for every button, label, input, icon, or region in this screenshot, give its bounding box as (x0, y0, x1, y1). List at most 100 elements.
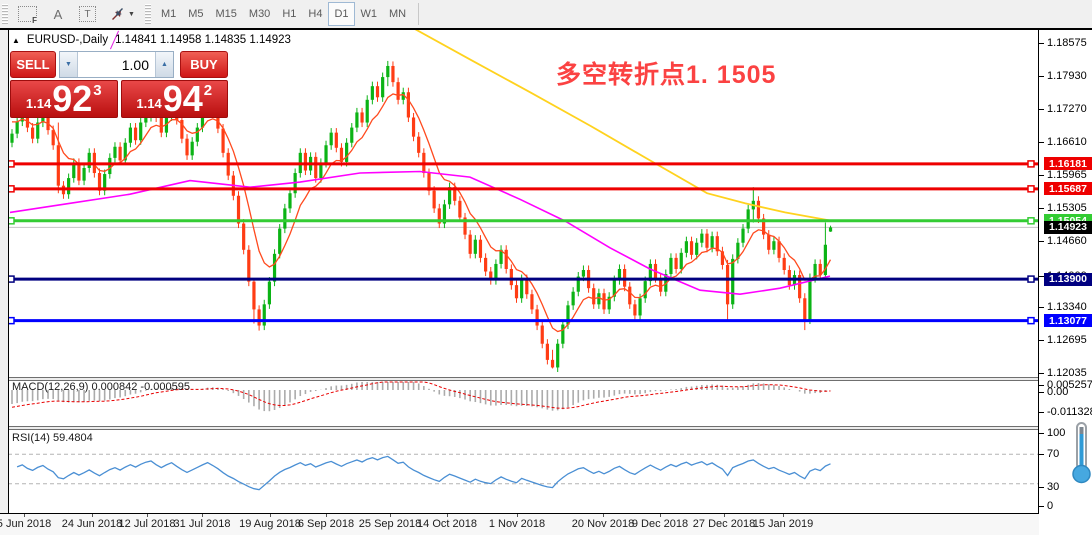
toolbar-grip[interactable] (144, 4, 151, 24)
date-tick (724, 514, 725, 517)
date-tick (24, 514, 25, 517)
volume-decrease-button[interactable]: ▼ (60, 52, 78, 77)
timeframe-button-h1[interactable]: H1 (276, 2, 302, 26)
text-label-tool-button[interactable]: A (45, 2, 71, 26)
chart-annotation-text: 多空转折点1. 1505 (556, 61, 777, 89)
level-price-badge: 1.13077 (1044, 314, 1092, 328)
buy-price-big-digits: 94 (162, 78, 203, 119)
axis-tick (1039, 340, 1044, 341)
axis-tick (1039, 109, 1044, 110)
line-anchor[interactable] (1027, 275, 1035, 283)
axis-tick (1039, 241, 1044, 242)
ma-mid-line (9, 170, 831, 296)
rsi-axis-label: 30 (1047, 481, 1060, 493)
toolbar: F A T ▼ M1 M5 M15 M30 H1 H4 D1 W1 MN (0, 0, 1092, 28)
timeframe-button-m30[interactable]: M30 (243, 2, 276, 26)
chart-grid-f-button[interactable]: F (12, 2, 43, 26)
buy-price-quote[interactable]: 1.14 94 2 (120, 78, 228, 119)
line-anchor[interactable] (1027, 185, 1035, 193)
triangle-marker-icon: ▲ (12, 35, 20, 45)
macd-pane[interactable] (8, 381, 1038, 426)
chart-window-bottom-border (0, 513, 1092, 514)
price-chart-pane[interactable] (8, 29, 1038, 377)
axis-tick (1039, 385, 1044, 386)
letter-t-icon: T (79, 6, 96, 22)
date-tick (270, 514, 271, 517)
buy-price-pip-digit: 2 (203, 82, 213, 99)
date-tick (783, 514, 784, 517)
line-anchor[interactable] (1027, 217, 1035, 225)
timeframe-button-mn[interactable]: MN (383, 2, 412, 26)
thermometer-icon[interactable] (1070, 421, 1092, 490)
buy-price-prefix: 1.14 (136, 96, 162, 111)
date-tick (517, 514, 518, 517)
axis-tick (1039, 43, 1044, 44)
axis-tick (1039, 433, 1044, 434)
buy-button[interactable]: BUY (180, 51, 228, 78)
date-label: 20 Nov 2018 (571, 518, 635, 530)
sell-price-prefix: 1.14 (25, 96, 52, 111)
timeframe-button-m15[interactable]: M15 (210, 2, 243, 26)
line-anchor[interactable] (1027, 316, 1035, 325)
date-label: 6 Sep 2018 (297, 518, 355, 530)
date-tick (147, 514, 148, 517)
axis-tick (1039, 76, 1044, 77)
date-tick (390, 514, 391, 517)
level-price-badge: 1.13900 (1044, 272, 1092, 286)
date-tick (603, 514, 604, 517)
text-box-tool-button[interactable]: T (73, 2, 102, 26)
rsi-line (16, 455, 831, 491)
date-tick (92, 514, 93, 517)
timeframe-button-h4[interactable]: H4 (302, 2, 328, 26)
price-tick-label: 1.18575 (1047, 37, 1087, 49)
date-label: 9 Dec 2018 (631, 518, 689, 530)
volume-increase-button[interactable]: ▲ (155, 52, 173, 77)
arrow-tool-button[interactable]: ▼ (104, 2, 141, 26)
ma-slow-line (414, 29, 831, 222)
price-tick-label: 1.15305 (1047, 202, 1087, 214)
date-tick (447, 514, 448, 517)
date-label: 31 Jul 2018 (173, 518, 231, 530)
axis-tick (1039, 506, 1044, 507)
date-tick (202, 514, 203, 517)
axis-tick (1039, 392, 1044, 393)
dotted-grid-icon: F (18, 6, 37, 25)
rsi-pane[interactable] (8, 430, 1038, 513)
toolbar-grip[interactable] (2, 4, 8, 24)
axis-tick (1039, 307, 1044, 308)
sell-price-quote[interactable]: 1.14 92 3 (10, 80, 118, 118)
price-tick-label: 1.12695 (1047, 334, 1087, 346)
date-label: 14 Oct 2018 (417, 518, 477, 530)
line-anchor[interactable] (8, 275, 15, 283)
sell-button[interactable]: SELL (10, 51, 56, 78)
timeframe-button-m1[interactable]: M1 (155, 2, 182, 26)
line-anchor[interactable] (8, 185, 15, 193)
price-tick-label: 1.15965 (1047, 169, 1087, 181)
axis-tick (1039, 373, 1044, 374)
price-tick-label: 1.14660 (1047, 235, 1087, 247)
date-label: 27 Dec 2018 (692, 518, 756, 530)
date-axis[interactable]: 5 Jun 2018 24 Jun 2018 12 Jul 2018 31 Jul 2… (0, 514, 1092, 535)
timeframe-button-m5[interactable]: M5 (182, 2, 209, 26)
line-anchor[interactable] (1027, 160, 1035, 168)
price-tick-label: 1.13340 (1047, 301, 1087, 313)
line-anchor[interactable] (8, 316, 15, 325)
pane-divider[interactable] (8, 426, 1039, 430)
timeframe-button-d1[interactable]: D1 (328, 2, 355, 26)
rsi-indicator-label: RSI(14) 59.4804 (12, 432, 93, 444)
line-anchor[interactable] (8, 217, 15, 225)
price-tick-label: 1.16610 (1047, 136, 1087, 148)
ohlc-values: 1.14841 1.14958 1.14835 1.14923 (115, 34, 291, 46)
macd-axis-label: 0.00 (1047, 386, 1069, 398)
line-anchor[interactable] (8, 160, 15, 168)
price-axis-border (1038, 28, 1039, 514)
pane-divider[interactable] (8, 377, 1039, 381)
axis-tick (1039, 412, 1044, 413)
timeframe-button-w1[interactable]: W1 (355, 2, 384, 26)
chart-left-margin (0, 30, 8, 535)
ma-fast-line (11, 93, 832, 333)
volume-stepper: ▼ 1.00 ▲ (59, 51, 174, 78)
price-tick-label: 1.17270 (1047, 103, 1087, 115)
one-click-trade-panel: SELL ▼ 1.00 ▲ BUY 1.14 92 3 1.14 94 2 (10, 51, 228, 118)
volume-value[interactable]: 1.00 (78, 52, 155, 77)
